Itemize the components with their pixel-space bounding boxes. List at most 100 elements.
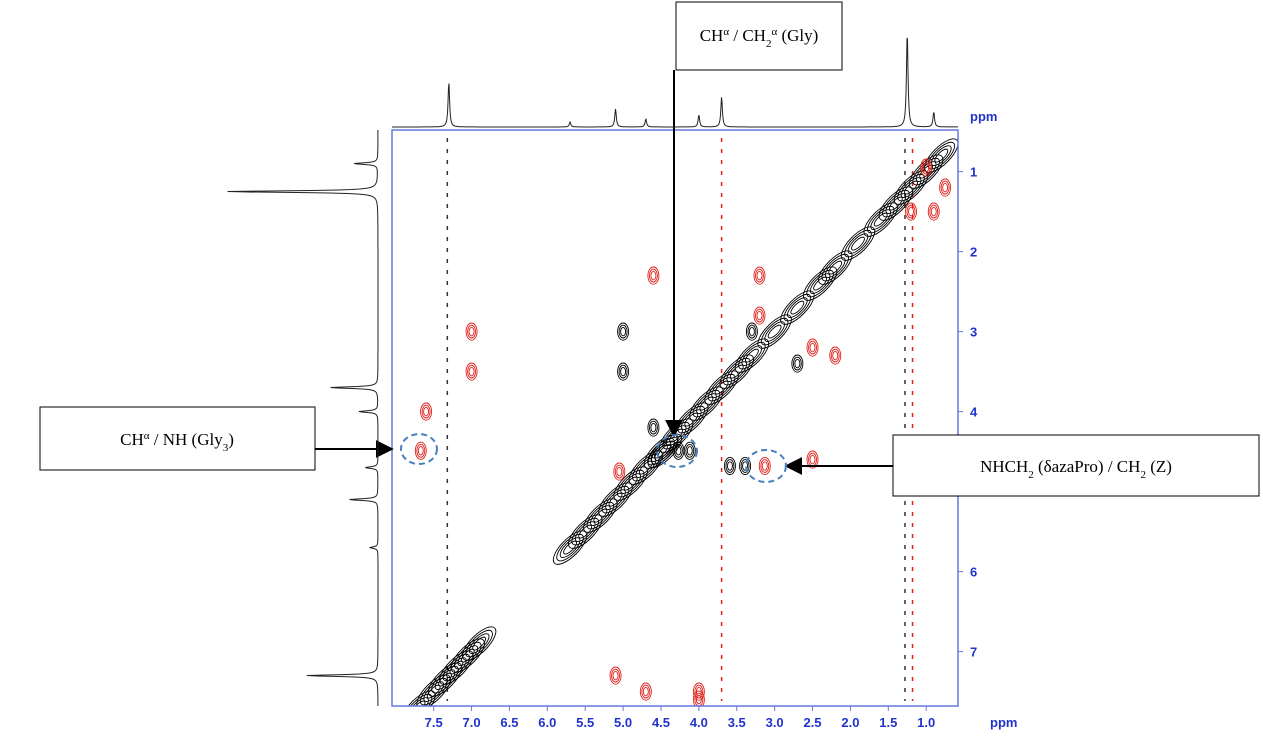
label-part: (Gly) bbox=[777, 26, 818, 45]
contour-ring bbox=[930, 206, 937, 217]
label-part: CH bbox=[120, 430, 144, 449]
contour-peak bbox=[791, 354, 804, 373]
contour-ring bbox=[601, 485, 630, 514]
y-tick-label: 3 bbox=[970, 325, 977, 340]
contour-ring bbox=[620, 473, 641, 494]
annotation: CHα / NH (Gly3) bbox=[39, 406, 438, 471]
contour-ring bbox=[616, 466, 623, 477]
contour-ring bbox=[578, 524, 593, 539]
x-tick-label: 1.0 bbox=[917, 715, 935, 730]
contour-ring bbox=[726, 361, 748, 382]
label-part: α bbox=[771, 26, 777, 38]
contour-peak bbox=[647, 418, 660, 437]
contour-ring bbox=[882, 189, 910, 218]
contour-peak bbox=[939, 178, 952, 197]
contour-ring bbox=[416, 674, 451, 706]
contour-ring bbox=[818, 250, 853, 285]
contour-ring bbox=[940, 180, 950, 195]
contour-peak bbox=[613, 462, 626, 481]
contour-peak bbox=[692, 690, 705, 706]
contour-peak bbox=[905, 202, 917, 221]
contour-ring bbox=[741, 345, 763, 366]
contour-ring bbox=[725, 459, 735, 473]
contour-ring bbox=[465, 322, 478, 341]
contour-ring bbox=[639, 682, 652, 701]
contour-ring bbox=[813, 276, 827, 291]
contour-ring bbox=[906, 204, 916, 219]
contour-ring bbox=[647, 418, 660, 437]
contour-ring bbox=[683, 441, 696, 460]
x-tick-label: 7.5 bbox=[425, 715, 443, 730]
annotation: CHα / CH2α (Gly) bbox=[656, 1, 843, 468]
x-tick-label: 4.0 bbox=[690, 715, 708, 730]
contour-ring bbox=[764, 321, 785, 342]
x-tick-label: 2.0 bbox=[841, 715, 859, 730]
contour-ring bbox=[747, 324, 757, 339]
contour-ring bbox=[806, 269, 834, 298]
label-part: 3 bbox=[223, 442, 229, 454]
contour-peak bbox=[863, 202, 898, 237]
contour-ring bbox=[465, 362, 478, 381]
contour-ring bbox=[423, 681, 444, 702]
contour-ring bbox=[465, 629, 493, 658]
contour-peak bbox=[739, 456, 752, 476]
x-tick-label: 3.0 bbox=[766, 715, 784, 730]
contour-ring bbox=[802, 266, 838, 301]
contour-ring bbox=[767, 324, 782, 339]
x-tick-label: 2.5 bbox=[803, 715, 821, 730]
contour-ring bbox=[905, 202, 917, 221]
label-part: 2 bbox=[1028, 469, 1034, 481]
contour-peak bbox=[639, 682, 652, 701]
contour-ring bbox=[427, 662, 463, 697]
contour-ring bbox=[806, 450, 819, 469]
contour-ring bbox=[740, 459, 750, 473]
left-projection bbox=[227, 130, 379, 706]
contour-ring bbox=[454, 641, 482, 670]
contour-ring bbox=[590, 505, 611, 526]
label-part: NHCH bbox=[980, 457, 1028, 476]
contour-ring bbox=[650, 422, 657, 433]
contour-ring bbox=[844, 229, 872, 258]
contour-peak bbox=[420, 402, 433, 421]
contour-ring bbox=[863, 202, 898, 237]
contour-ring bbox=[707, 373, 736, 402]
contour-ring bbox=[571, 517, 599, 546]
contour-ring bbox=[642, 686, 649, 697]
contour-ring bbox=[618, 364, 628, 379]
contour-peak bbox=[414, 441, 427, 460]
contour-ring bbox=[760, 317, 789, 346]
y-tick-label: 4 bbox=[970, 405, 978, 420]
contour-ring bbox=[847, 233, 869, 254]
contour-peak bbox=[465, 322, 478, 341]
contour-ring bbox=[450, 638, 485, 673]
y-tick-label: 2 bbox=[970, 245, 977, 260]
contour-ring bbox=[912, 157, 940, 186]
contour-ring bbox=[416, 443, 426, 458]
contour-ring bbox=[468, 366, 475, 377]
contour-ring bbox=[939, 178, 952, 197]
contour-peak bbox=[920, 158, 933, 177]
contour-ring bbox=[840, 226, 876, 261]
contour-peak bbox=[878, 186, 914, 221]
contour-ring bbox=[742, 461, 749, 471]
contour-ring bbox=[401, 690, 436, 706]
contour-ring bbox=[873, 212, 888, 227]
contour-ring bbox=[866, 205, 895, 234]
contour-ring bbox=[756, 310, 763, 321]
label-part: ) bbox=[228, 430, 234, 449]
contour-ring bbox=[685, 443, 695, 458]
contour-ring bbox=[888, 196, 903, 211]
x-tick-label: 5.0 bbox=[614, 715, 632, 730]
contour-ring bbox=[900, 177, 922, 198]
contour-ring bbox=[620, 326, 627, 337]
contour-peak bbox=[461, 626, 497, 661]
contour-ring bbox=[616, 469, 645, 498]
contour-peak bbox=[806, 338, 819, 357]
contour-ring bbox=[828, 260, 843, 275]
contour-peak bbox=[840, 226, 876, 261]
contour-ring bbox=[568, 514, 603, 549]
contour-ring bbox=[574, 521, 596, 542]
contour-ring bbox=[648, 420, 658, 435]
label-part: α bbox=[144, 430, 150, 442]
x-tick-label: 3.5 bbox=[728, 715, 746, 730]
